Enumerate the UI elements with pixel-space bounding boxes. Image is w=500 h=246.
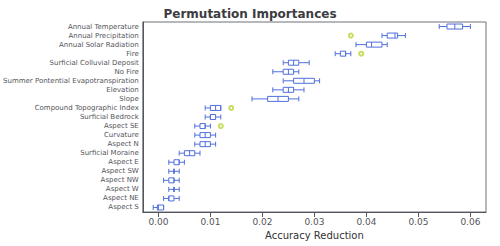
svg-text:Slope: Slope xyxy=(119,95,138,103)
svg-text:Summer Pontential Evapotranspi: Summer Pontential Evapotranspiration xyxy=(3,77,139,85)
svg-text:0.04: 0.04 xyxy=(356,217,376,227)
svg-text:Annual Precipitation: Annual Precipitation xyxy=(68,32,138,40)
svg-text:Aspect W: Aspect W xyxy=(106,185,139,193)
svg-text:Accuracy Reduction: Accuracy Reduction xyxy=(265,230,364,241)
svg-text:0.02: 0.02 xyxy=(252,217,272,227)
svg-text:Curvature: Curvature xyxy=(104,131,139,139)
svg-text:0.00: 0.00 xyxy=(148,217,168,227)
svg-text:Surficial Moraine: Surficial Moraine xyxy=(80,149,139,157)
svg-text:Aspect NW: Aspect NW xyxy=(101,176,139,184)
svg-text:Aspect NE: Aspect NE xyxy=(103,194,139,202)
svg-text:Aspect SW: Aspect SW xyxy=(101,167,138,175)
svg-text:Surficial Colluvial Deposit: Surficial Colluvial Deposit xyxy=(50,59,139,67)
svg-text:0.06: 0.06 xyxy=(460,217,480,227)
svg-text:0.05: 0.05 xyxy=(408,217,428,227)
svg-text:Aspect N: Aspect N xyxy=(108,140,139,148)
svg-text:Annual Temperature: Annual Temperature xyxy=(68,23,139,31)
svg-text:Compound Topographic Index: Compound Topographic Index xyxy=(35,104,139,112)
svg-text:Elevation: Elevation xyxy=(106,86,139,94)
svg-text:0.03: 0.03 xyxy=(304,217,324,227)
svg-text:Aspect SE: Aspect SE xyxy=(104,122,139,130)
svg-text:No Fire: No Fire xyxy=(115,68,139,76)
svg-text:Surficial Bedrock: Surficial Bedrock xyxy=(80,113,140,121)
svg-text:Annual Solar Radiation: Annual Solar Radiation xyxy=(59,41,139,49)
svg-text:Aspect S: Aspect S xyxy=(108,203,139,211)
svg-text:Permutation Importances: Permutation Importances xyxy=(163,7,336,21)
svg-text:Aspect E: Aspect E xyxy=(108,158,138,166)
svg-text:Fire: Fire xyxy=(126,50,139,58)
svg-text:0.01: 0.01 xyxy=(200,217,220,227)
